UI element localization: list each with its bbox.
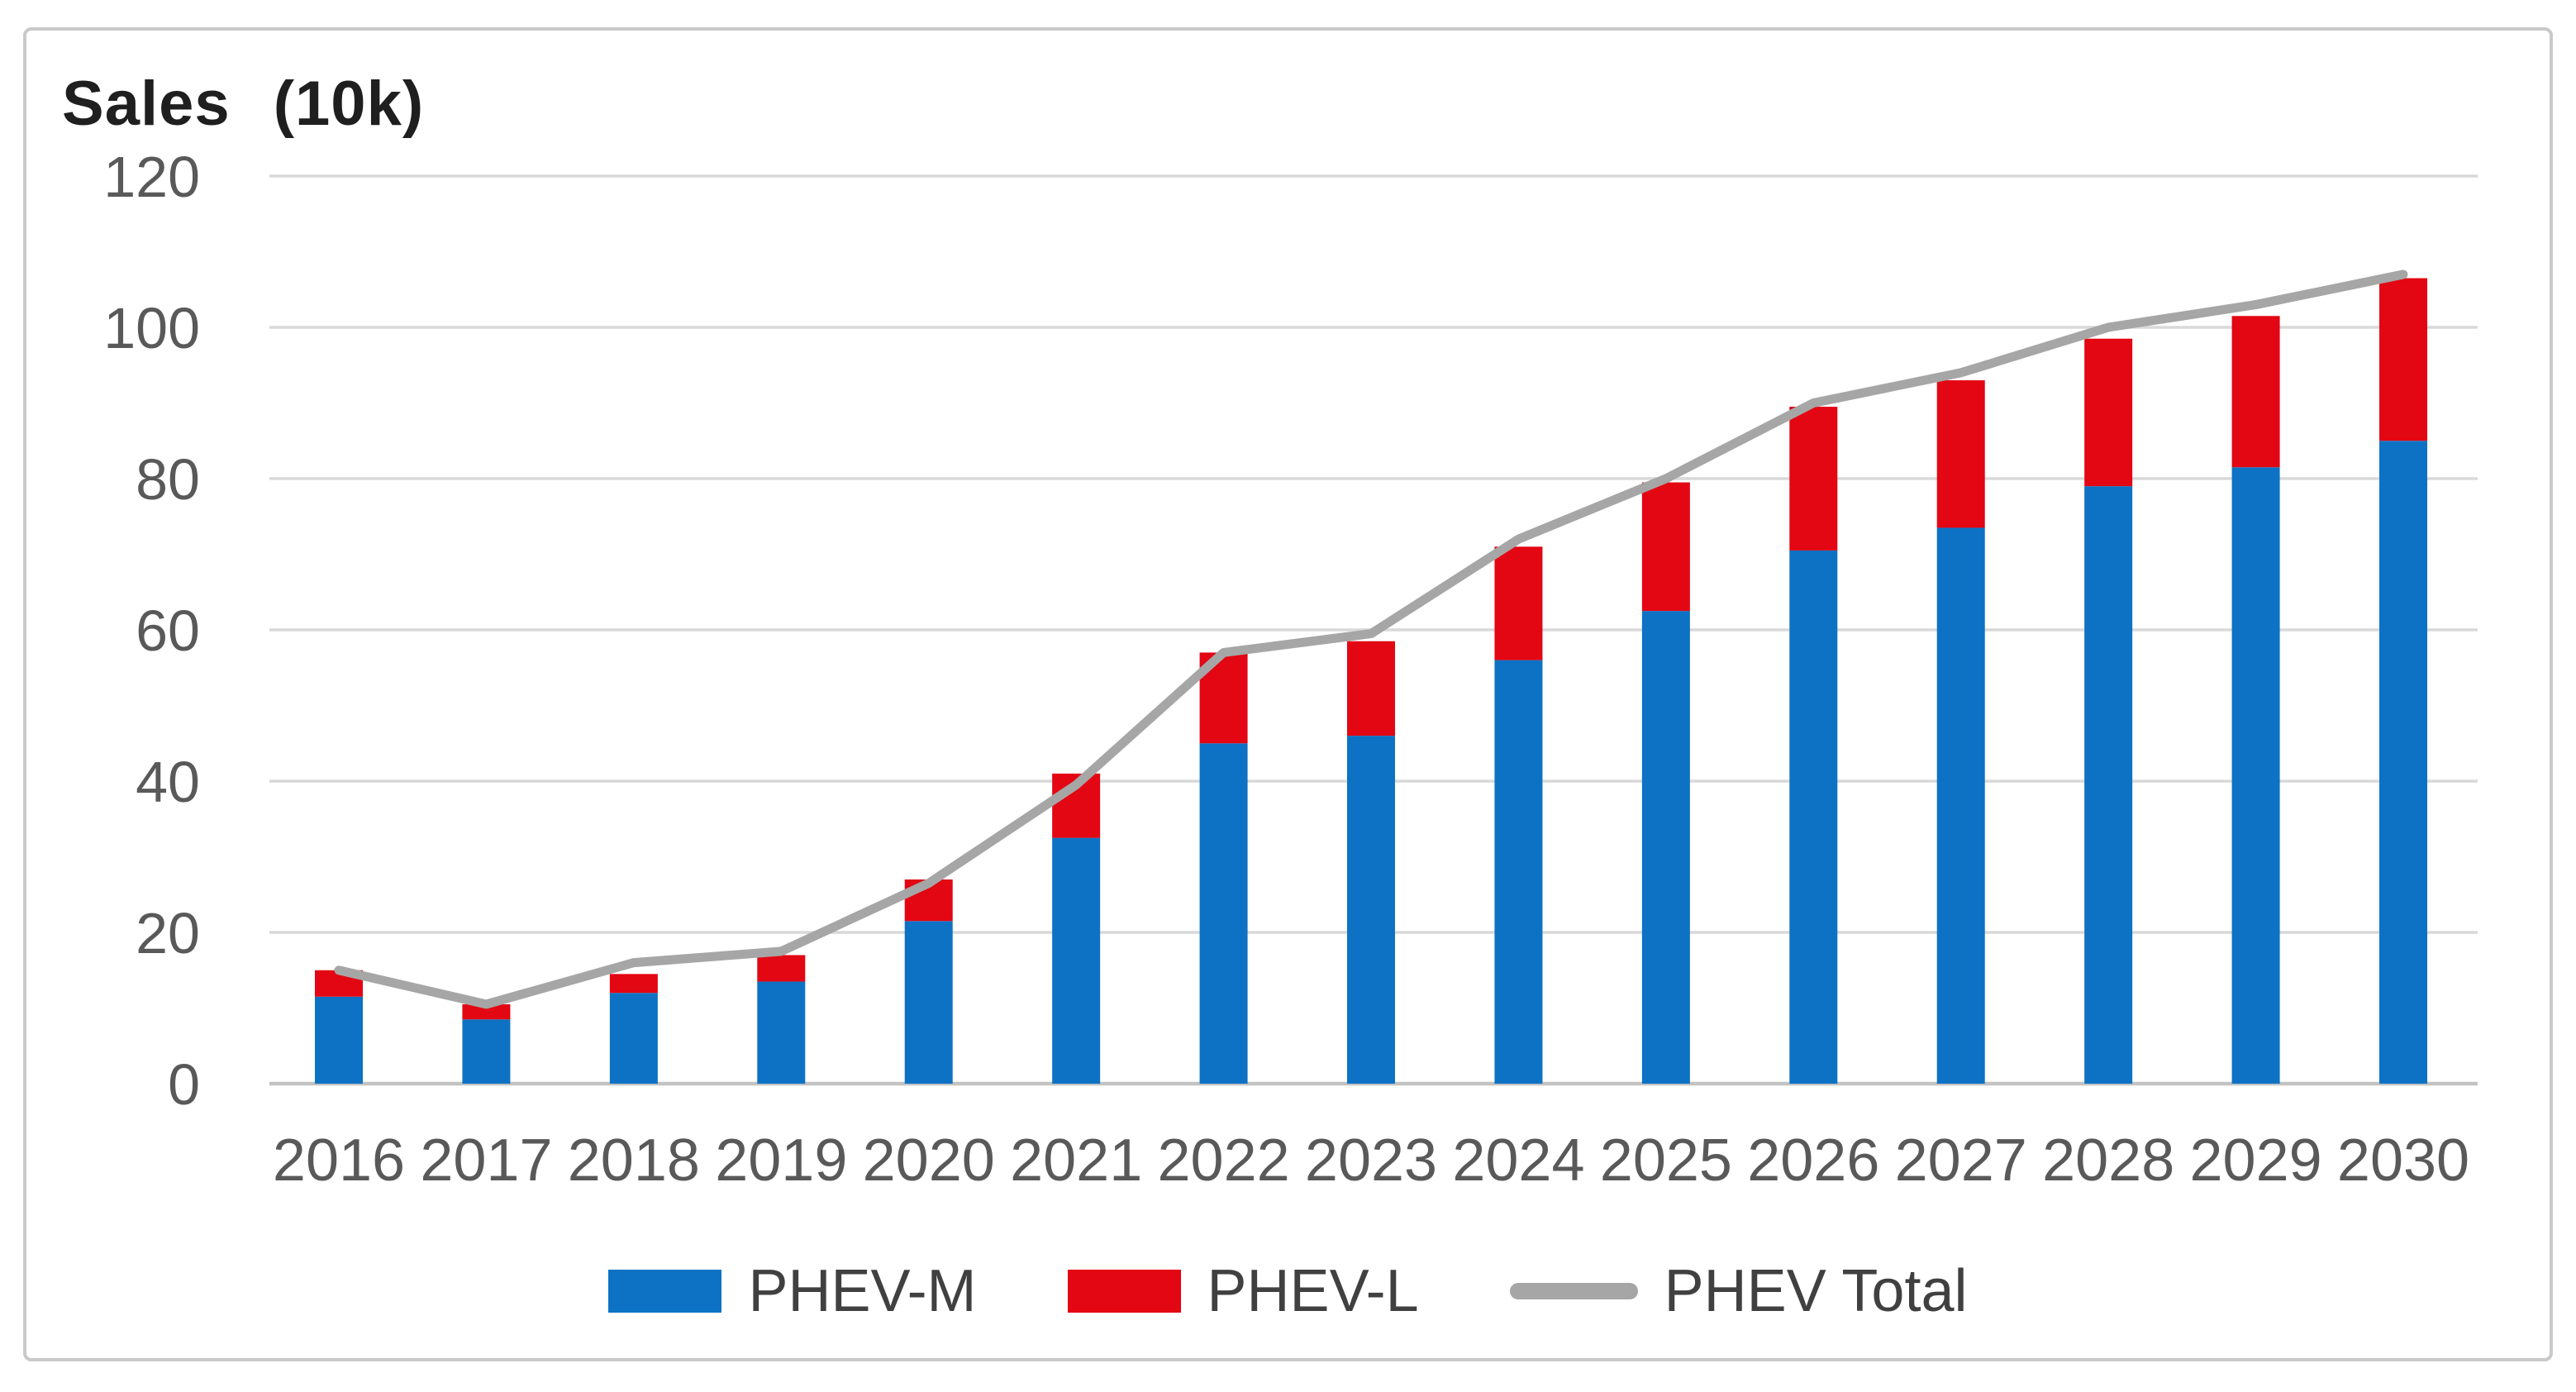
y-tick-label-80: 80: [136, 447, 200, 512]
legend: PHEV-M PHEV-L PHEV Total: [0, 1242, 2576, 1341]
x-tick-label-2026: 2026: [1747, 1127, 1879, 1194]
bar-phev-l-2030: [2379, 278, 2428, 441]
bar-phev-l-2025: [1641, 482, 1690, 612]
chart-title: Sales (10k): [62, 69, 425, 139]
x-tick-label-2019: 2019: [715, 1127, 847, 1194]
bar-phev-m-2025: [1641, 611, 1690, 1084]
x-tick-label-2021: 2021: [1010, 1127, 1142, 1194]
bar-phev-m-2029: [2231, 467, 2280, 1084]
bars: [315, 278, 2428, 1084]
legend-item-phev-m: PHEV-M: [608, 1258, 977, 1324]
x-tick-label-2025: 2025: [1600, 1127, 1732, 1194]
bar-phev-m-2030: [2379, 441, 2428, 1084]
x-tick-label-2022: 2022: [1157, 1127, 1289, 1194]
y-tick-label-120: 120: [103, 145, 200, 209]
x-tick-label-2020: 2020: [863, 1127, 995, 1194]
y-tick-label-40: 40: [136, 750, 200, 814]
total-line: [334, 269, 2408, 1009]
x-tick-label-2024: 2024: [1452, 1127, 1584, 1194]
bar-phev-m-2028: [2084, 486, 2133, 1084]
x-tick-label-2023: 2023: [1305, 1127, 1437, 1194]
bar-phev-l-2018: [609, 974, 658, 994]
x-tick-label-2017: 2017: [420, 1127, 552, 1194]
bar-phev-m-2024: [1494, 660, 1543, 1084]
phev-m-swatch-icon: [608, 1270, 722, 1313]
bar-phev-m-2023: [1347, 736, 1396, 1084]
y-tick-label-60: 60: [136, 598, 200, 663]
y-tick-label-0: 0: [168, 1052, 200, 1117]
legend-label-phev-m: PHEV-M: [748, 1258, 977, 1324]
y-tick-label-20: 20: [136, 901, 200, 965]
legend-item-phev-l: PHEV-L: [1067, 1258, 1419, 1324]
bar-phev-l-2027: [1936, 380, 1985, 528]
legend-item-phev-total: PHEV Total: [1509, 1258, 1968, 1324]
bar-phev-m-2026: [1789, 550, 1838, 1084]
bar-phev-m-2027: [1936, 527, 1985, 1084]
bar-phev-l-2024: [1494, 546, 1543, 660]
x-tick-label-2027: 2027: [1895, 1127, 2027, 1194]
bar-phev-l-2019: [757, 955, 806, 982]
bar-phev-l-2023: [1347, 641, 1396, 737]
y-axis-labels: 0 20 40 60 80 100 120: [103, 145, 200, 1117]
bar-phev-m-2022: [1199, 743, 1248, 1084]
x-tick-label-2028: 2028: [2042, 1127, 2174, 1194]
phev-l-swatch-icon: [1067, 1270, 1181, 1313]
bar-phev-l-2028: [2084, 338, 2133, 487]
phev-total-line-swatch-icon: [1509, 1283, 1638, 1299]
bar-phev-l-2017: [462, 1003, 511, 1020]
bar-phev-l-2029: [2231, 316, 2280, 468]
x-tick-label-2018: 2018: [568, 1127, 700, 1194]
legend-label-phev-l: PHEV-L: [1207, 1258, 1419, 1324]
x-axis-labels: 2016 2017 2018 2019 2020 2021 2022 2023 2024 2025…: [273, 1127, 2469, 1194]
bar-phev-m-2020: [904, 921, 953, 1084]
bar-phev-m-2019: [757, 981, 806, 1084]
x-tick-label-2030: 2030: [2337, 1127, 2469, 1194]
phev-total-polyline: [334, 269, 2408, 1009]
y-tick-label-100: 100: [103, 296, 200, 360]
bar-phev-l-2026: [1789, 407, 1838, 551]
bar-phev-m-2018: [609, 993, 658, 1084]
bar-phev-m-2017: [462, 1019, 511, 1084]
x-tick-label-2029: 2029: [2190, 1127, 2322, 1194]
bar-phev-m-2021: [1052, 837, 1101, 1084]
bar-phev-m-2016: [315, 996, 363, 1084]
x-tick-label-2016: 2016: [273, 1127, 405, 1194]
legend-label-phev-total: PHEV Total: [1664, 1258, 1968, 1324]
